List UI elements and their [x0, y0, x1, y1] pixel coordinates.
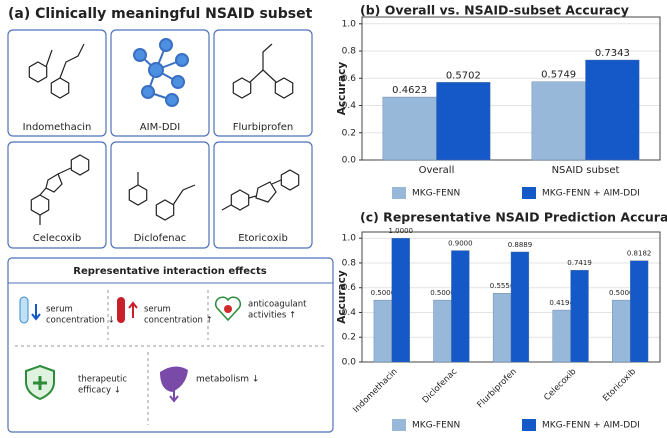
- y-tick-label: 1.0: [342, 234, 357, 244]
- shield-icon: [25, 364, 55, 401]
- y-tick-label: 0.8: [342, 47, 357, 57]
- tube-icon: [19, 296, 41, 324]
- legend-swatch: [522, 419, 536, 431]
- molecule: [128, 172, 196, 221]
- effect-label: serum: [144, 305, 171, 315]
- value-label: 0.4623: [392, 85, 427, 96]
- y-tick-label: 0.0: [342, 358, 357, 368]
- x-tick-label: Overall: [419, 165, 455, 176]
- graph-icon: [133, 38, 189, 107]
- drug-card: [213, 29, 313, 137]
- legend-label: MKG-FENN + AIM-DDI: [542, 421, 640, 431]
- bar: [436, 82, 491, 161]
- y-tick-label: 0.6: [342, 74, 357, 84]
- legend-swatch: [392, 419, 406, 431]
- effect-label: therapeutic: [78, 375, 127, 385]
- value-label: 0.4194: [549, 299, 574, 307]
- value-label: 0.7343: [595, 48, 630, 59]
- x-tick-label: NSAID subset: [552, 165, 620, 176]
- x-tick-label: Etoricoxib: [601, 367, 638, 404]
- x-tick-label: Diclofenac: [421, 367, 460, 406]
- value-label: 0.5000: [609, 289, 634, 297]
- effect-label: concentration ↑: [144, 316, 213, 326]
- drug-name: Indomethacin: [23, 122, 92, 133]
- y-tick-label: 0.0: [342, 156, 357, 166]
- bar: [510, 251, 530, 363]
- effect-label: concentration ↓: [46, 316, 115, 326]
- bar: [612, 299, 631, 363]
- effects-box: [7, 257, 334, 433]
- drug-card: [213, 141, 313, 249]
- drug-name: Etoricoxib: [238, 233, 288, 244]
- legend-label: MKG-FENN + AIM-DDI: [542, 189, 640, 199]
- value-label: 0.7419: [567, 259, 592, 267]
- value-label: 0.5702: [446, 70, 481, 81]
- molecule: [28, 43, 85, 99]
- value-label: 1.0000: [388, 227, 413, 235]
- y-tick-label: 0.2: [342, 333, 356, 343]
- drug-card: [110, 141, 210, 249]
- legend-label: MKG-FENN: [412, 189, 460, 199]
- value-label: 0.5556: [490, 282, 515, 290]
- value-label: 0.5000: [371, 289, 396, 297]
- bar: [391, 237, 410, 363]
- y-axis-label: Accuracy: [336, 62, 348, 116]
- chart-title: (b) Overall vs. NSAID-subset Accuracy: [360, 3, 629, 18]
- molecule: [232, 43, 294, 99]
- x-tick-label: Celecoxib: [542, 367, 578, 403]
- bar: [373, 299, 393, 363]
- effect-label: metabolism ↓: [196, 375, 259, 385]
- drug-card: [7, 29, 107, 137]
- y-tick-label: 0.6: [342, 283, 357, 293]
- y-axis-label: Accuracy: [336, 270, 348, 324]
- bar: [492, 293, 512, 363]
- x-tick-label: Indomethacin: [351, 367, 399, 415]
- bar: [531, 81, 586, 161]
- effect-label: anticoagulant: [248, 300, 307, 310]
- effect-label: activities ↑: [248, 311, 296, 321]
- value-label: 0.8182: [627, 250, 652, 258]
- drug-name: AIM-DDI: [140, 122, 180, 133]
- liver-icon: [160, 366, 188, 403]
- heart-icon: [214, 296, 242, 322]
- effect-label: serum: [46, 305, 73, 315]
- drug-name: Diclofenac: [134, 233, 187, 244]
- tube-icon: [117, 297, 138, 323]
- y-tick-label: 0.4: [342, 308, 357, 318]
- drug-name: Flurbiprofen: [233, 122, 293, 133]
- drug-name: Celecoxib: [33, 233, 81, 244]
- y-tick-label: 0.2: [342, 128, 356, 138]
- bar: [433, 299, 452, 363]
- value-label: 0.5000: [430, 289, 455, 297]
- bar: [585, 59, 640, 161]
- drug-card: [7, 141, 107, 249]
- plot-frame: [361, 16, 661, 161]
- bar: [451, 250, 470, 363]
- x-tick-label: Flurbiprofen: [475, 367, 518, 410]
- value-label: 0.9000: [448, 240, 473, 248]
- molecule: [30, 154, 90, 225]
- effects-title: Representative interaction effects: [73, 266, 266, 277]
- chart-title: (c) Representative NSAID Prediction Accu…: [360, 210, 667, 225]
- y-tick-label: 0.4: [342, 101, 357, 111]
- bar: [570, 269, 589, 363]
- bar: [382, 96, 437, 161]
- value-label: 0.5749: [541, 70, 576, 81]
- y-tick-label: 0.8: [342, 258, 357, 268]
- bar: [552, 309, 571, 363]
- molecule: [221, 169, 300, 211]
- panel-title: (a) Clinically meaningful NSAID subset: [8, 6, 313, 22]
- legend-label: MKG-FENN: [412, 421, 460, 431]
- effect-label: efficacy ↓: [78, 386, 121, 396]
- y-tick-label: 1.0: [342, 19, 357, 29]
- value-label: 0.8889: [508, 241, 533, 249]
- legend-swatch: [392, 187, 406, 199]
- legend-swatch: [522, 187, 536, 199]
- bar: [630, 260, 649, 363]
